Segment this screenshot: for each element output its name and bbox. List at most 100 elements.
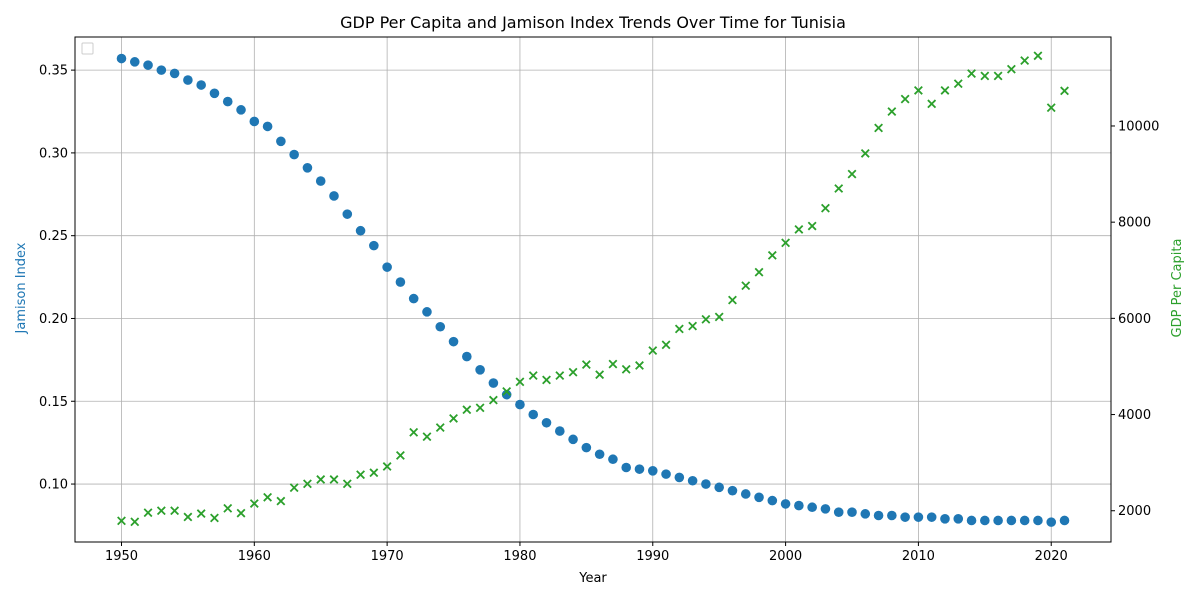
gdp-per-capita-point [728, 295, 737, 305]
gdp-per-capita-series [117, 51, 1069, 527]
gdp-per-capita-point [635, 361, 644, 370]
jamison-index-point [329, 191, 339, 201]
gdp-per-capita-point [422, 432, 432, 442]
gdp-per-capita-point [1033, 51, 1043, 61]
gdp-per-capita-point [940, 85, 950, 95]
jamison-index-point [342, 209, 353, 219]
gdp-per-capita-point [953, 79, 963, 89]
left-y-tick-label: 0.25 [39, 229, 68, 244]
gdp-per-capita-point [449, 413, 458, 423]
gdp-per-capita-point [741, 281, 751, 291]
gdp-per-capita-point [395, 450, 405, 460]
jamison-index-point [116, 53, 127, 64]
gdp-per-capita-point [794, 224, 804, 234]
jamison-index-point [369, 240, 379, 251]
jamison-index-point [900, 512, 910, 522]
jamison-index-point [860, 509, 871, 519]
jamison-index-point [634, 464, 645, 474]
jamison-index-point [873, 510, 884, 521]
jamison-index-point [980, 515, 990, 526]
gdp-per-capita-point [688, 321, 698, 331]
left-y-tick-label: 0.35 [39, 64, 68, 79]
jamison-index-point [209, 88, 220, 99]
jamison-index-point [302, 163, 313, 173]
x-tick-label: 2010 [902, 549, 935, 564]
gdp-per-capita-point [887, 107, 897, 116]
gdp-per-capita-point [289, 483, 299, 493]
gdp-per-capita-point [462, 405, 472, 415]
gdp-per-capita-point [1060, 86, 1069, 96]
jamison-index-point [1046, 517, 1057, 527]
gdp-per-capita-point [568, 367, 578, 377]
right-y-axis-ticks: 2000 4000 6000 8000 10000 [1111, 119, 1159, 519]
gdp-per-capita-point [210, 513, 219, 523]
jamison-index-point [621, 462, 632, 473]
gdp-per-capita-point [900, 94, 910, 104]
gdp-per-capita-point [967, 69, 976, 78]
jamison-index-point [701, 479, 711, 489]
jamison-index-point [647, 466, 658, 476]
jamison-index-point [554, 426, 565, 436]
jamison-index-point [687, 475, 698, 486]
jamison-index-point [355, 225, 366, 236]
x-tick-label: 1990 [636, 549, 669, 564]
gdp-per-capita-point [874, 123, 884, 133]
grid-lines [75, 37, 1111, 542]
gdp-per-capita-point [249, 499, 259, 508]
gdp-per-capita-point [276, 496, 286, 506]
jamison-index-point [740, 489, 751, 499]
right-y-tick-label: 2000 [1118, 504, 1151, 519]
jamison-index-point [129, 57, 140, 67]
gdp-per-capita-point [847, 169, 857, 179]
gdp-per-capita-point [329, 475, 339, 484]
gdp-per-capita-point [342, 479, 352, 489]
gdp-per-capita-point [515, 377, 525, 387]
jamison-index-point [966, 515, 977, 526]
jamison-index-point [435, 321, 446, 332]
gdp-per-capita-point [156, 506, 166, 516]
gdp-per-capita-point [1046, 103, 1056, 113]
jamison-index-point [315, 176, 326, 186]
gdp-per-capita-point [581, 360, 591, 369]
jamison-index-point [515, 399, 525, 410]
gdp-per-capita-point [356, 470, 366, 480]
x-tick-label: 1950 [105, 549, 138, 564]
jamison-index-point [714, 482, 724, 493]
gdp-per-capita-point [369, 468, 379, 478]
gdp-per-capita-point [927, 99, 937, 109]
jamison-index-point [807, 502, 817, 513]
jamison-index-point [408, 293, 419, 304]
gdp-per-capita-point [528, 371, 538, 381]
left-y-tick-label: 0.20 [39, 312, 68, 327]
gdp-per-capita-point [542, 375, 551, 385]
x-tick-label: 2000 [769, 549, 802, 564]
gdp-per-capita-point [170, 506, 180, 516]
x-tick-label: 1970 [371, 549, 404, 564]
jamison-index-point [608, 454, 618, 465]
gdp-per-capita-point [117, 516, 126, 526]
gdp-per-capita-point [130, 517, 140, 527]
jamison-index-point [169, 68, 180, 79]
gdp-per-capita-point [143, 508, 153, 518]
jamison-index-point [541, 417, 552, 428]
right-y-tick-label: 8000 [1118, 216, 1151, 231]
chart-title: GDP Per Capita and Jamison Index Trends … [340, 13, 846, 32]
jamison-index-point [462, 351, 472, 362]
right-y-tick-label: 6000 [1118, 312, 1151, 327]
left-y-tick-label: 0.10 [39, 478, 68, 493]
right-y-tick-label: 4000 [1118, 408, 1151, 423]
jamison-index-point [794, 500, 804, 511]
jamison-index-point [833, 507, 844, 517]
gdp-per-capita-point [648, 346, 658, 356]
jamison-index-point [820, 504, 831, 514]
gdp-per-capita-point [820, 203, 830, 213]
gdp-per-capita-point [196, 509, 206, 519]
x-tick-label: 1980 [503, 549, 536, 564]
jamison-index-point [448, 336, 459, 347]
jamison-index-point [674, 472, 685, 483]
x-tick-label: 1960 [238, 549, 271, 564]
gdp-per-capita-point [621, 364, 631, 374]
jamison-index-series [116, 53, 1070, 527]
